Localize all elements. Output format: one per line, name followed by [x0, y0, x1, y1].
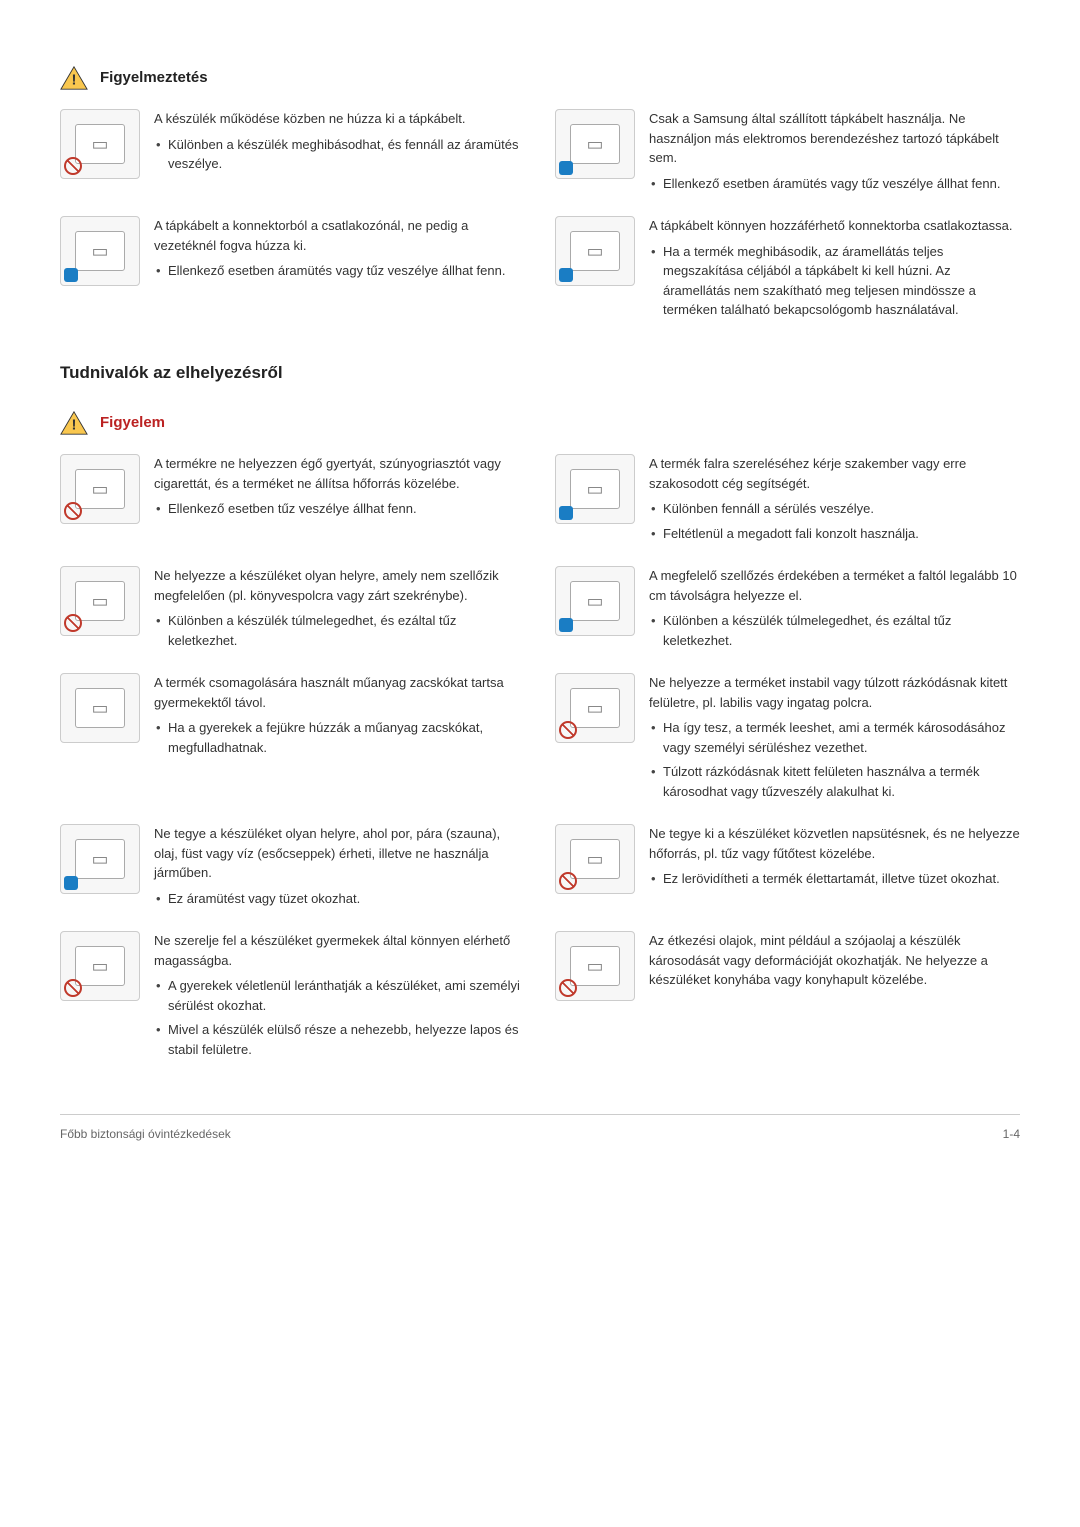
safety-lead-text: A termék falra szereléséhez kérje szakem… [649, 454, 1020, 493]
safety-bullet: Ha így tesz, a termék leeshet, ami a ter… [649, 718, 1020, 757]
safety-row: ▭ A termékre ne helyezzen égő gyertyát, s… [60, 454, 1020, 548]
safety-lead-text: Csak a Samsung által szállított tápkábel… [649, 109, 1020, 168]
safety-bullet: Feltétlenül a megadott fali konzolt hasz… [649, 524, 1020, 544]
safety-row: ▭ A termék csomagolására használt műanyag… [60, 673, 1020, 806]
safety-row: ▭ Ne helyezze a készüléket olyan helyre, … [60, 566, 1020, 655]
safety-bullet: Ha a gyerekek a fejükre húzzák a műanyag… [154, 718, 525, 757]
safety-lead-text: Ne szerelje fel a készüléket gyermekek á… [154, 931, 525, 970]
safety-lead-text: A megfelelő szellőzés érdekében a termék… [649, 566, 1020, 605]
safety-lead-text: A termék csomagolására használt műanyag … [154, 673, 525, 712]
footer-title: Főbb biztonsági óvintézkedések [60, 1125, 231, 1143]
svg-text:!: ! [72, 72, 77, 89]
safety-bullet: Túlzott rázkódásnak kitett felületen has… [649, 762, 1020, 801]
safety-lead-text: Ne tegye ki a készüléket közvetlen napsü… [649, 824, 1020, 863]
safety-pictogram: ▭ [60, 454, 140, 524]
safety-pictogram: ▭ [555, 566, 635, 636]
safety-bullet: Ellenkező esetben tűz veszélye állhat fe… [154, 499, 525, 519]
safety-bullet: Ellenkező esetben áramütés vagy tűz vesz… [154, 261, 525, 281]
safety-bullet: Ha a termék meghibásodik, az áramellátás… [649, 242, 1020, 320]
safety-lead-text: Ne tegye a készüléket olyan helyre, ahol… [154, 824, 525, 883]
safety-bullet: Különben a készülék meghibásodhat, és fe… [154, 135, 525, 174]
safety-pictogram: ▭ [60, 109, 140, 179]
safety-pictogram: ▭ [60, 673, 140, 743]
safety-row: ▭Ne tegye a készüléket olyan helyre, aho… [60, 824, 1020, 913]
safety-bullet: Különben fennáll a sérülés veszélye. [649, 499, 1020, 519]
safety-row: ▭ A tápkábelt a konnektorból a csatlakozó… [60, 216, 1020, 325]
safety-lead-text: A termékre ne helyezzen égő gyertyát, sz… [154, 454, 525, 493]
safety-lead-text: Ne helyezze a készüléket olyan helyre, a… [154, 566, 525, 605]
safety-lead-text: A tápkábelt könnyen hozzáférhető konnekt… [649, 216, 1020, 236]
safety-pictogram: ▭ [60, 824, 140, 894]
safety-bullet: Ez áramütést vagy tüzet okozhat. [154, 889, 525, 909]
svg-text:!: ! [72, 417, 77, 434]
section-title-placement: Tudnivalók az elhelyezésről [60, 360, 1020, 386]
safety-bullet: Ellenkező esetben áramütés vagy tűz vesz… [649, 174, 1020, 194]
page-footer: Főbb biztonsági óvintézkedések 1-4 [60, 1114, 1020, 1143]
safety-pictogram: ▭ [60, 566, 140, 636]
safety-pictogram: ▭ [555, 454, 635, 524]
warning-triangle-icon: ! [60, 65, 88, 91]
safety-lead-text: Ne helyezze a terméket instabil vagy túl… [649, 673, 1020, 712]
warning-header: ! Figyelmeztetés [60, 65, 1020, 91]
safety-lead-text: A készülék működése közben ne húzza ki a… [154, 109, 525, 129]
safety-pictogram: ▭ [60, 216, 140, 286]
safety-pictogram: ▭ [555, 673, 635, 743]
caution-title: Figyelem [100, 412, 165, 435]
safety-row: ▭ Ne szerelje fel a készüléket gyermekek … [60, 931, 1020, 1064]
safety-bullet: Ez lerövidítheti a termék élettartamát, … [649, 869, 1020, 889]
safety-bullet: Különben a készülék túlmelegedhet, és ez… [649, 611, 1020, 650]
safety-bullet: Mivel a készülék elülső része a nehezebb… [154, 1020, 525, 1059]
caution-triangle-icon: ! [60, 410, 88, 436]
safety-pictogram: ▭ [555, 931, 635, 1001]
safety-pictogram: ▭ [555, 824, 635, 894]
safety-bullet: Különben a készülék túlmelegedhet, és ez… [154, 611, 525, 650]
safety-lead-text: A tápkábelt a konnektorból a csatlakozón… [154, 216, 525, 255]
safety-bullet: A gyerekek véletlenül leránthatják a kés… [154, 976, 525, 1015]
warning-title: Figyelmeztetés [100, 67, 208, 90]
safety-row: ▭ A készülék működése közben ne húzza ki … [60, 109, 1020, 198]
caution-header: ! Figyelem [60, 410, 1020, 436]
footer-page: 1-4 [1003, 1125, 1020, 1143]
safety-lead-text: Az étkezési olajok, mint például a szója… [649, 931, 1020, 990]
safety-pictogram: ▭ [555, 216, 635, 286]
safety-pictogram: ▭ [60, 931, 140, 1001]
safety-pictogram: ▭ [555, 109, 635, 179]
